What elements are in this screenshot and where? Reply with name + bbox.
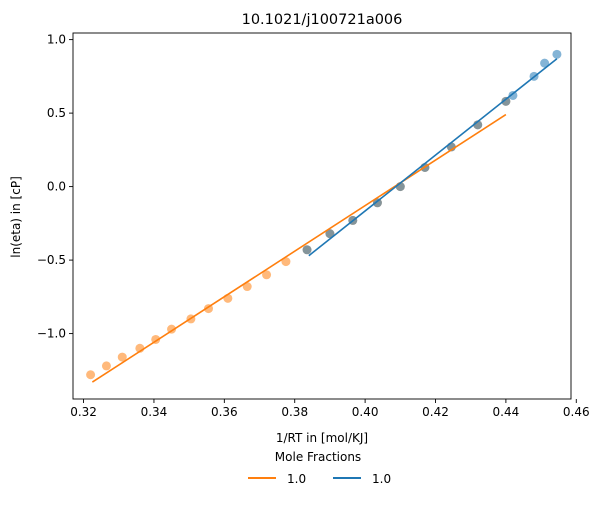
data-point-series-2-9 [501,96,511,106]
x-tick-label: 0.40 [352,405,379,419]
fit-line-series-2 [308,58,558,257]
data-point-series-1-12 [281,257,291,267]
legend-title: Mole Fractions [275,450,361,464]
data-point-series-1-2 [101,361,111,371]
data-point-series-2-10 [508,90,518,100]
y-tick-label: −0.5 [37,253,66,267]
legend: Mole Fractions 1.0 1.0 [248,450,391,486]
x-tick-label: 0.42 [422,405,449,419]
axes-frame [72,32,572,400]
data-point-series-1-11 [262,270,272,280]
plot-area: 0.32 0.34 0.36 0.38 0.40 0.42 0.44 0.46 −1.0 −0.5… [37,32,590,419]
x-axis-label: 1/RT in [mol/KJ] [276,431,368,445]
y-tick-label: 0.5 [47,106,66,120]
legend-label-series-1: 1.0 [287,472,306,486]
data-point-series-2-13 [552,49,562,59]
data-point-series-2-4 [372,198,382,208]
data-point-series-1-3 [117,352,127,362]
x-tick-label: 0.38 [281,405,308,419]
x-tick-label: 0.44 [493,405,520,419]
y-tick-label: 1.0 [47,33,66,47]
data-point-series-2-2 [325,229,335,239]
x-tick-label: 0.36 [211,405,238,419]
x-tick-label: 0.46 [563,405,590,419]
y-tick-label: 0.0 [47,180,66,194]
fit-line-series-1 [91,113,507,383]
legend-label-series-2: 1.0 [372,472,391,486]
y-axis-label: ln(eta) in [cP] [9,176,23,258]
data-point-series-1-1 [86,370,96,380]
x-tick-label: 0.34 [141,405,168,419]
chart-title: 10.1021/j100721a006 [242,12,403,28]
y-tick-label: −1.0 [37,327,66,341]
x-tick-label: 0.32 [70,405,97,419]
data-point-series-2-12 [540,58,550,68]
data-point-series-2-1 [302,245,312,255]
